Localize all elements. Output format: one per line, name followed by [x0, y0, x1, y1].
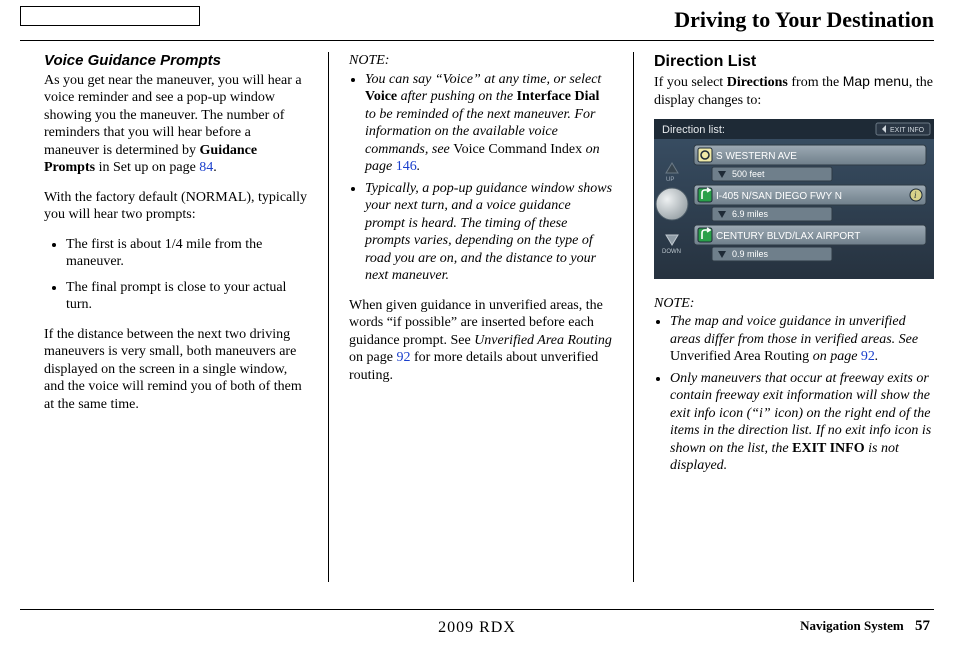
svg-text:UP: UP	[666, 177, 674, 183]
page-link-92[interactable]: 92	[396, 350, 410, 365]
svg-text:CENTURY BLVD/LAX AIRPORT: CENTURY BLVD/LAX AIRPORT	[716, 231, 860, 242]
exit-info-label: EXIT INFO	[890, 127, 925, 134]
list-item: The map and voice guidance in unverified…	[670, 313, 934, 366]
unverified-area-routing: Unverified Area Routing	[670, 349, 809, 364]
text: on page	[349, 350, 396, 365]
footer-right: Navigation System 57	[800, 617, 930, 636]
list-item: You can say “Voice” at any time, or sele…	[365, 71, 613, 176]
interface-dial-term: Interface Dial	[517, 89, 600, 104]
header-box	[20, 6, 200, 26]
column-divider	[633, 52, 634, 582]
direction-list-heading: Direction List	[654, 52, 934, 72]
nav-direction-list-screen: Direction list: EXIT INFO UP DOWN S WEST…	[654, 119, 934, 279]
svg-text:DOWN: DOWN	[662, 249, 681, 255]
paragraph: If the distance between the next two dri…	[44, 326, 308, 414]
content-columns: Voice Guidance Prompts As you get near t…	[44, 52, 934, 582]
page-title: Driving to Your Destination	[674, 6, 934, 34]
text: As you get near the maneuver, you will h…	[44, 73, 302, 158]
text: from the	[788, 75, 843, 90]
text: The map and voice guidance in unverified…	[670, 314, 918, 347]
exit-info-term: EXIT INFO	[792, 441, 864, 456]
page-link-146[interactable]: 146	[396, 159, 417, 174]
svg-text:6.9 miles: 6.9 miles	[732, 209, 769, 219]
text: You can say “Voice” at any time, or sele…	[365, 72, 601, 87]
map-menu-term: Map menu	[843, 73, 909, 89]
list-item: The first is about 1/4 mile from the man…	[66, 236, 308, 271]
exit-info-button[interactable]: EXIT INFO	[876, 123, 930, 135]
paragraph: With the factory default (NORMAL), typic…	[44, 189, 308, 224]
list-item: Typically, a pop-up guidance window show…	[365, 180, 613, 285]
paragraph: When given guidance in unverified areas,…	[349, 297, 613, 385]
page-link-92[interactable]: 92	[861, 349, 875, 364]
text: .	[213, 160, 217, 175]
svg-text:500 feet: 500 feet	[732, 169, 765, 179]
list-item: The final prompt is close to your actual…	[66, 279, 308, 314]
page-link-84[interactable]: 84	[199, 160, 213, 175]
voice-guidance-heading: Voice Guidance Prompts	[44, 52, 308, 71]
text: .	[875, 349, 879, 364]
page-number: 57	[915, 618, 930, 634]
top-rule	[20, 40, 934, 41]
column-divider	[328, 52, 329, 582]
svg-text:0.9 miles: 0.9 miles	[732, 249, 769, 259]
unverified-area-routing: Unverified Area Routing	[474, 333, 612, 348]
svg-text:I-405 N/SAN DIEGO FWY N: I-405 N/SAN DIEGO FWY N	[716, 191, 842, 202]
paragraph: If you select Directions from the Map me…	[654, 73, 934, 109]
bottom-rule	[20, 609, 934, 610]
voice-command-index: Voice Command Index	[453, 142, 582, 157]
text: after pushing on the	[397, 89, 516, 104]
text: on page	[809, 349, 861, 364]
footer-label: Navigation System	[800, 618, 904, 633]
text: in Set up on page	[95, 160, 199, 175]
note-bullets: You can say “Voice” at any time, or sele…	[365, 71, 613, 285]
directions-term: Directions	[727, 75, 788, 90]
column-3: Direction List If you select Directions …	[654, 52, 934, 582]
column-1: Voice Guidance Prompts As you get near t…	[44, 52, 308, 582]
note-label: NOTE:	[349, 52, 613, 70]
text: .	[417, 159, 421, 174]
list-item: Only maneuvers that occur at freeway exi…	[670, 370, 934, 475]
note-bullets: The map and voice guidance in unverified…	[670, 313, 934, 475]
nav-title: Direction list:	[662, 124, 725, 136]
paragraph: As you get near the maneuver, you will h…	[44, 72, 308, 177]
note-label: NOTE:	[654, 295, 934, 313]
prompt-bullets: The first is about 1/4 mile from the man…	[66, 236, 308, 314]
column-2: NOTE: You can say “Voice” at any time, o…	[349, 52, 613, 582]
text: If you select	[654, 75, 727, 90]
voice-term: Voice	[365, 89, 397, 104]
nav-dial[interactable]	[656, 188, 688, 220]
svg-text:S WESTERN AVE: S WESTERN AVE	[716, 151, 797, 162]
